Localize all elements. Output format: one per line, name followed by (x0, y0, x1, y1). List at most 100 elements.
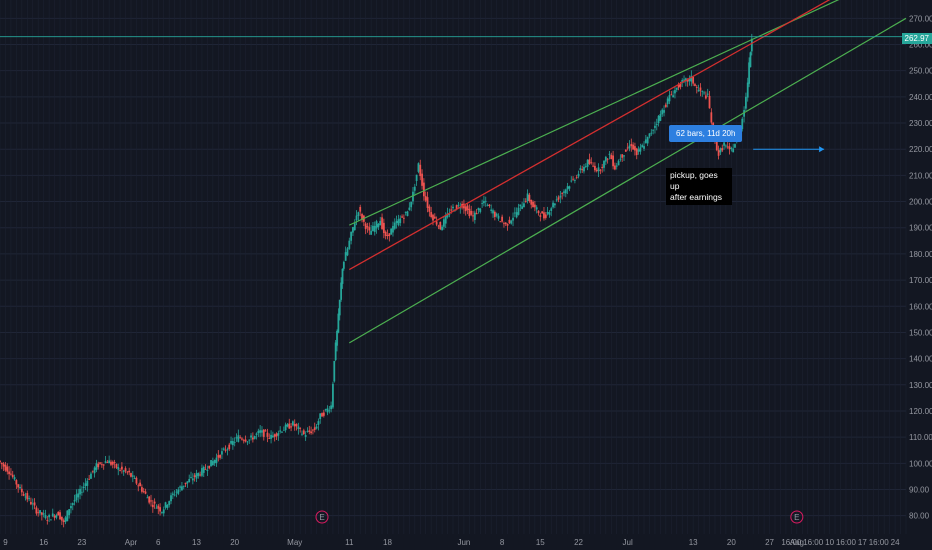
candle-body (108, 460, 111, 464)
y-tick-label: 180.00 (909, 250, 932, 259)
candle-body (199, 474, 202, 476)
candle-body (288, 423, 291, 429)
candle-body (168, 501, 171, 506)
candle-body (122, 470, 125, 472)
candle-body (654, 125, 656, 128)
candle-body (106, 462, 109, 464)
candle-body (70, 506, 72, 509)
candle-body (175, 491, 178, 493)
candle-body (133, 477, 136, 479)
candle-body (741, 118, 744, 129)
candle-body (406, 211, 409, 217)
candle-body (533, 204, 536, 208)
candle-body (664, 104, 667, 107)
candle-body (261, 430, 263, 433)
x-tick-label: 16:00 (836, 538, 857, 547)
candle-body (728, 146, 731, 150)
candle-body (648, 133, 651, 137)
candle-body (390, 228, 393, 235)
y-tick-label: 140.00 (909, 355, 932, 364)
candle-body (555, 199, 558, 201)
candle-body (559, 195, 562, 198)
candle-body (0, 460, 1, 463)
candle-body (28, 498, 31, 499)
candle-body (384, 231, 387, 236)
candle-body (2, 463, 5, 467)
candle-body (71, 503, 74, 506)
candle-body (677, 84, 680, 88)
candle-body (281, 431, 283, 433)
candle-body (586, 159, 589, 167)
candle-body (746, 82, 749, 98)
candle-body (483, 201, 485, 204)
candle-body (44, 515, 47, 519)
candle-body (630, 143, 633, 147)
candle-body (435, 221, 438, 225)
candle-body (226, 449, 229, 451)
candle-body (266, 432, 269, 437)
candle-body (590, 162, 593, 164)
x-tick-label: May (287, 538, 302, 547)
candle-body (535, 207, 538, 210)
candle-body (564, 189, 567, 194)
candle-body (473, 212, 476, 220)
candle-body (193, 475, 196, 477)
candle-body (417, 163, 420, 172)
trend-channel[interactable] (0, 0, 907, 344)
candle-body (412, 191, 414, 202)
candle-body (186, 481, 189, 484)
candle-body (402, 217, 405, 219)
text-note[interactable]: pickup, goes up after earnings (666, 168, 732, 205)
earnings-marker (315, 510, 329, 524)
candle-body (64, 517, 67, 523)
candle-body (628, 145, 631, 149)
x-tick-label: 16:00 (869, 538, 890, 547)
candle-body (268, 438, 271, 439)
candle-body (50, 519, 52, 521)
candle-body (481, 203, 484, 204)
candle-body (26, 493, 29, 500)
candle-body (119, 470, 121, 471)
x-tick-label: 27 (765, 538, 774, 547)
candle-body (568, 186, 571, 189)
candle-body (95, 463, 98, 470)
candle-body (313, 427, 316, 430)
candle-body (521, 206, 524, 209)
last-price-label: 262.97 (901, 33, 932, 44)
candle-body (206, 470, 209, 471)
candle-body (621, 154, 624, 158)
candle-body (290, 426, 292, 428)
candle-body (208, 465, 211, 469)
candle-body (433, 216, 436, 219)
x-tick-label: 15 (536, 538, 545, 547)
candle-body (706, 93, 709, 95)
price-axis[interactable]: 270.00 260.00 250.00 240.00 230.00 220.00 210.… (909, 14, 932, 520)
candle-body (381, 217, 383, 229)
candle-body (270, 434, 272, 439)
candle-body (608, 153, 611, 155)
y-tick-label: 240.00 (909, 93, 932, 102)
candle-body (304, 434, 307, 437)
candle-body (501, 216, 504, 222)
y-tick-label: 210.00 (909, 171, 932, 180)
x-tick-label: 24 (891, 538, 900, 547)
candle-body (171, 493, 174, 495)
time-axis[interactable]: 9 16 23 Apr 6 13 20 May 11 18 Jun 8 15 22 Jul 13 20 27 16:… (3, 538, 900, 547)
candle-body (528, 194, 531, 202)
candle-body (512, 217, 514, 221)
candle-body (699, 87, 702, 91)
candle-body (428, 206, 431, 212)
candle-body (48, 515, 51, 518)
candle-body (546, 211, 549, 214)
candle-body (201, 468, 203, 476)
candle-body (721, 148, 724, 151)
candle-body (10, 473, 12, 475)
candle-body (588, 159, 591, 164)
candle-body (683, 79, 685, 81)
candle-body (30, 501, 32, 505)
candle-body (302, 430, 305, 435)
candle-body (422, 182, 425, 197)
candle-body (437, 225, 440, 227)
